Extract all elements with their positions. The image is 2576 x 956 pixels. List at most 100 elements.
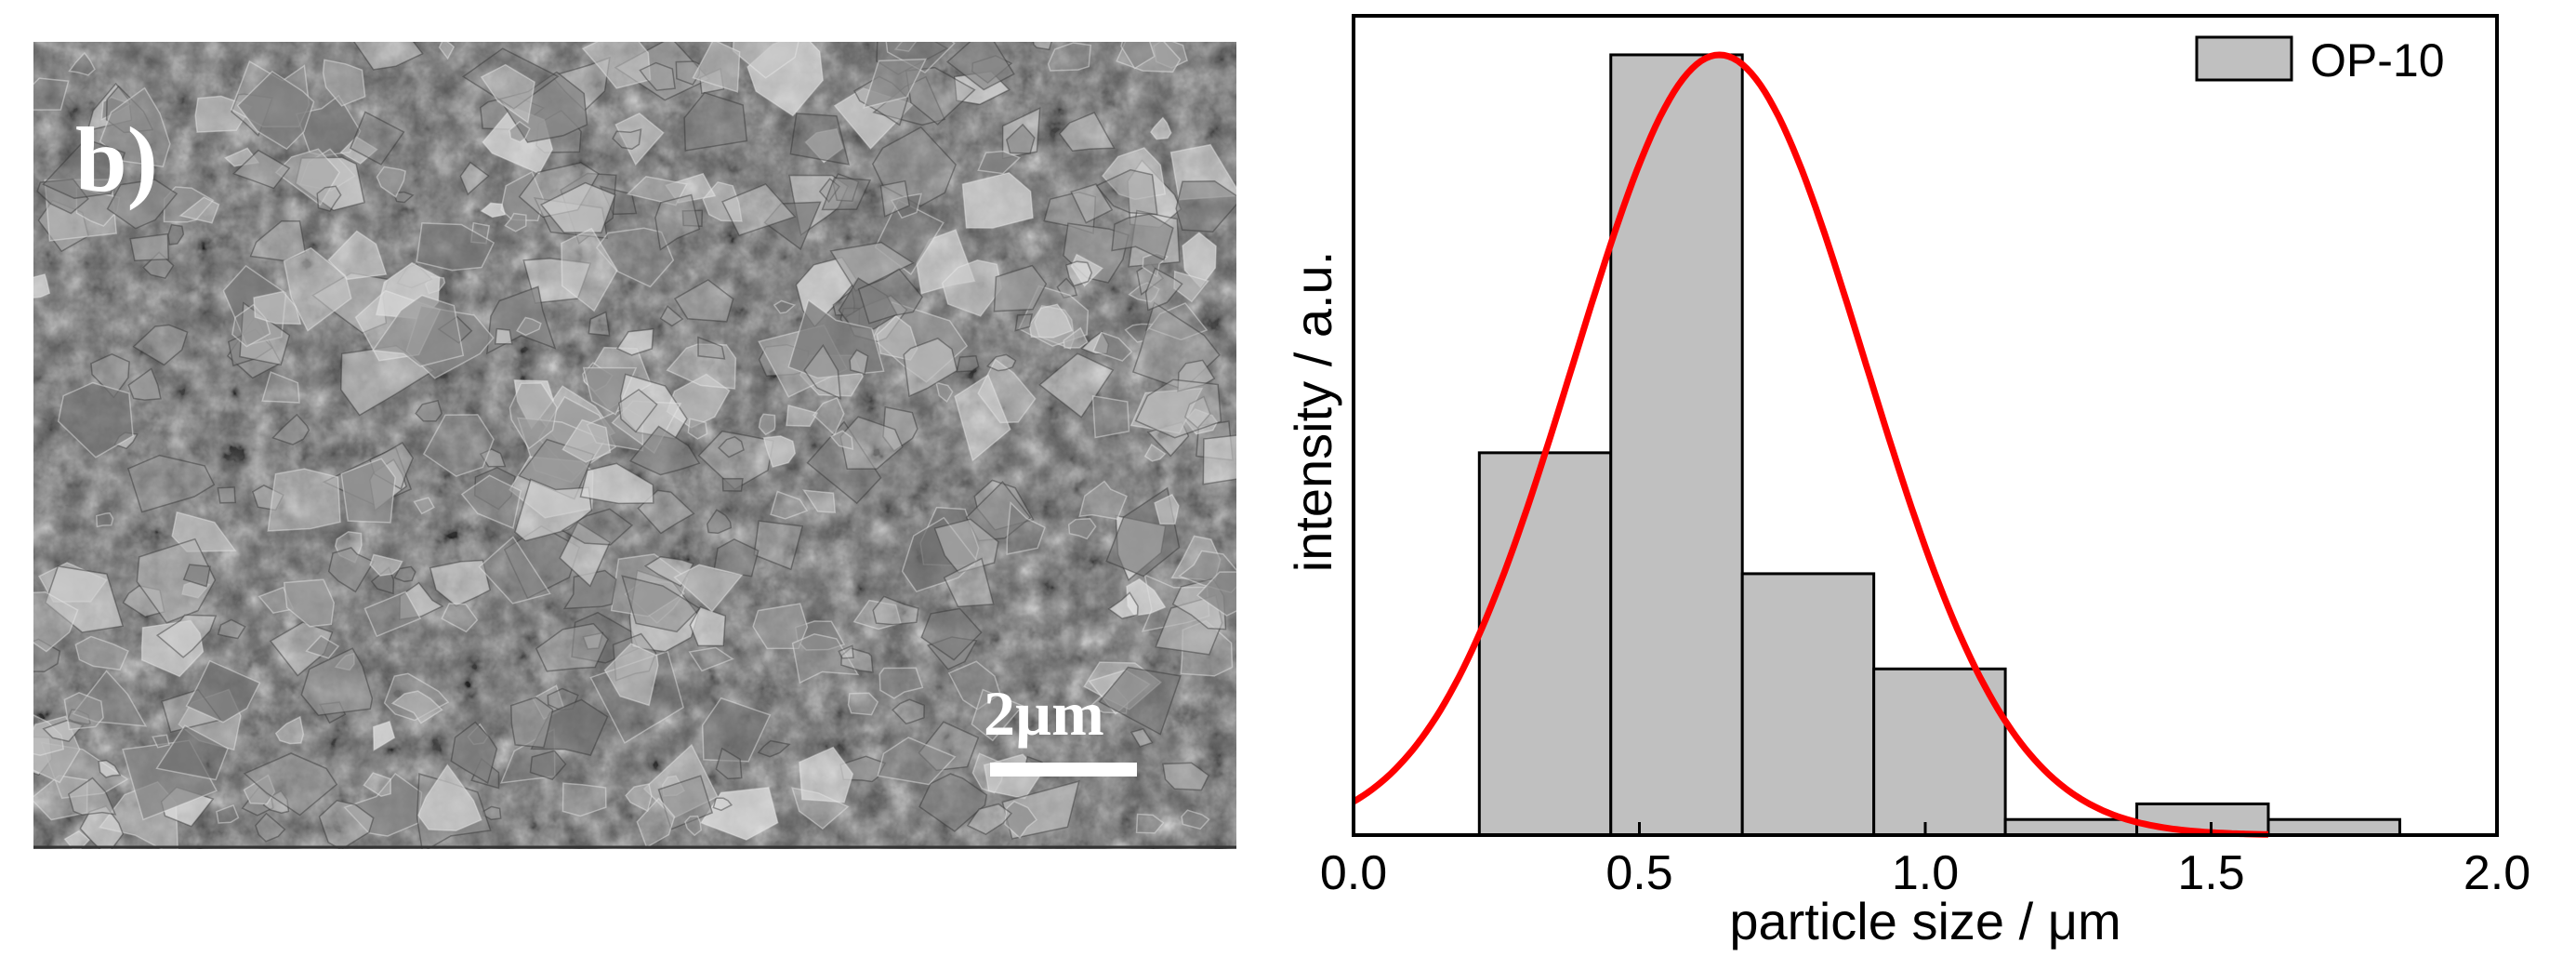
sem-flake (675, 60, 701, 86)
sem-flake (961, 171, 1034, 229)
sem-flake (659, 305, 684, 327)
sem-flake (697, 336, 726, 360)
sem-flake (1134, 378, 1222, 439)
sem-flake (1177, 359, 1216, 392)
sem-flake (1142, 252, 1169, 278)
legend-label-op-10: OP-10 (2310, 34, 2445, 86)
sem-flake (126, 454, 216, 513)
sem-flake (1196, 571, 1236, 617)
sem-flake (588, 311, 611, 337)
sem-flake (413, 497, 435, 515)
sem-flake (1154, 493, 1180, 525)
sem-flake (255, 812, 286, 843)
sem-flake (283, 246, 352, 332)
sem-flake (236, 70, 315, 151)
sem-flake (804, 127, 844, 164)
sem-flake (99, 86, 171, 168)
sem-flake (318, 799, 375, 849)
gaussian-fit-curve (1352, 51, 2269, 838)
sem-flake (155, 724, 230, 781)
sem-flake (802, 489, 837, 513)
x-tick-label: 0.5 (1605, 846, 1672, 900)
scale-bar (990, 763, 1137, 777)
sem-flake (892, 698, 925, 725)
sem-flake (1038, 352, 1115, 418)
sem-flake (882, 405, 918, 453)
sem-flake (1181, 809, 1210, 830)
sem-flake (132, 324, 189, 366)
sem-flake (977, 150, 1022, 175)
sem-flake (562, 569, 617, 610)
sem-flake (1202, 434, 1236, 485)
sem-flake (261, 370, 300, 404)
sem-flake (33, 714, 65, 756)
sem-flake (673, 279, 734, 323)
y-axis-title: intensity / a.u. (1284, 251, 1342, 573)
sem-flake (480, 202, 507, 219)
sem-flake (702, 697, 772, 763)
sem-flake (673, 564, 744, 613)
sem-flake (642, 743, 719, 819)
sem-flake (349, 111, 405, 166)
sem-flake (891, 193, 922, 219)
sem-flake (1129, 387, 1204, 434)
sem-flake (753, 520, 804, 571)
sem-flake (422, 414, 495, 477)
sem-flake (626, 175, 688, 206)
sem-flake (1070, 183, 1114, 224)
sem-micrograph-panel: b) 2µm (33, 42, 1236, 849)
sem-flake (42, 138, 126, 200)
sem-flake (863, 58, 928, 109)
sem-flake (1102, 147, 1167, 201)
sem-flake (178, 196, 220, 224)
histogram-bar-1 (1477, 451, 1613, 837)
sem-flake (1004, 800, 1038, 840)
sem-flake (1005, 123, 1036, 154)
sem-flake (1111, 213, 1174, 261)
sem-flake (416, 222, 495, 272)
sem-flake (614, 113, 665, 166)
sem-flake (692, 42, 741, 93)
sem-flake (516, 316, 542, 337)
sem-flake (615, 328, 654, 356)
sem-flake (849, 349, 869, 375)
sem-flake (461, 47, 560, 110)
sem-flake (478, 536, 551, 604)
sem-flake (966, 803, 1012, 835)
sem-flake (700, 786, 779, 841)
sem-flake (688, 646, 734, 672)
sem-flake (1014, 313, 1034, 332)
sem-flake (322, 59, 366, 107)
sem-micrograph: b) 2µm (33, 42, 1236, 849)
x-tick-label: 1.0 (1892, 846, 1959, 900)
sem-flake (217, 618, 246, 640)
x-axis-ticks: 0.0 0.5 1.0 1.5 2.0 (1320, 822, 2530, 900)
sem-flake (510, 697, 554, 749)
sem-flake (152, 734, 170, 749)
sem-flake (340, 458, 396, 524)
sem-flake (847, 692, 879, 716)
x-axis-title: particle size / μm (1729, 892, 2120, 950)
sem-flake (498, 71, 588, 143)
sem-flake (459, 161, 490, 196)
sem-flake (657, 775, 714, 830)
sem-flake (629, 425, 701, 476)
sem-flake (706, 509, 733, 535)
sem-flake (460, 474, 522, 529)
sem-flake (74, 635, 129, 671)
sem-flake (249, 219, 307, 262)
sem-flake (79, 805, 125, 849)
sem-flake (893, 42, 918, 52)
sem-flake (561, 227, 618, 312)
sem-flake (1175, 179, 1236, 233)
sem-flake (129, 232, 169, 261)
sem-flake (415, 399, 443, 422)
sem-flake (509, 382, 558, 450)
sem-flake (941, 259, 1002, 317)
sem-flake (106, 179, 178, 230)
histogram-chart: 0.0 0.5 1.0 1.5 2.0 particle size / μm inten… (1284, 14, 2530, 950)
histogram-bar-7 (2266, 817, 2401, 837)
sem-flake (1095, 168, 1158, 216)
sem-flake (494, 327, 513, 345)
sem-flake (1129, 728, 1154, 748)
